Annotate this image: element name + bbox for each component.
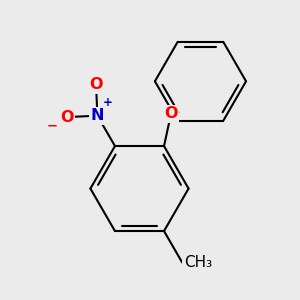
- Text: O: O: [60, 110, 73, 124]
- Text: +: +: [102, 96, 112, 109]
- Text: O: O: [89, 77, 103, 92]
- Text: N: N: [91, 108, 104, 123]
- Text: O: O: [164, 106, 178, 121]
- Text: −: −: [47, 119, 58, 132]
- Text: CH₃: CH₃: [184, 255, 212, 270]
